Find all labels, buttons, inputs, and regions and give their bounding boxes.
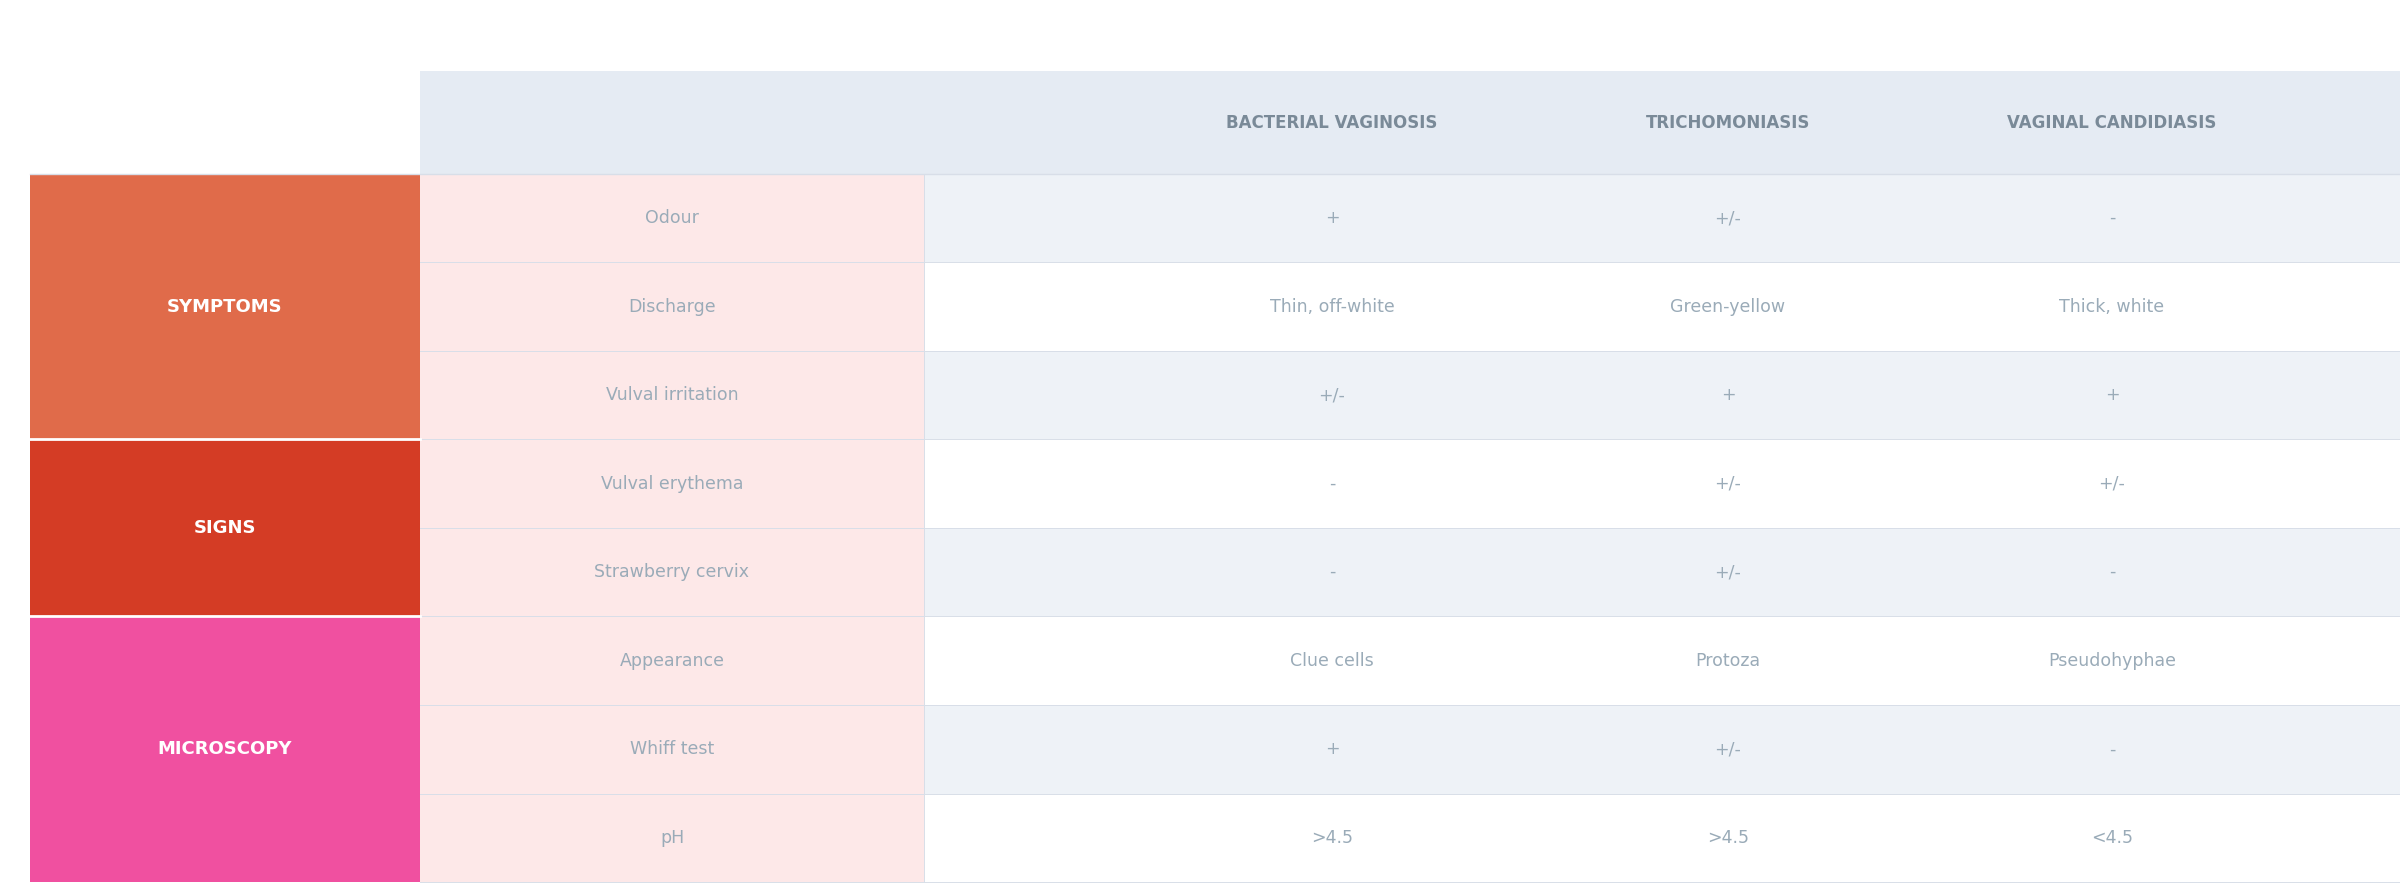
Text: Appearance: Appearance <box>619 651 725 670</box>
Bar <box>420 174 924 262</box>
Text: -: - <box>2110 563 2114 581</box>
Text: -: - <box>2110 740 2114 758</box>
Text: +: + <box>1325 209 1339 227</box>
Text: Whiff test: Whiff test <box>629 740 715 758</box>
Text: >4.5: >4.5 <box>1310 829 1354 846</box>
Text: -: - <box>2110 209 2114 227</box>
Bar <box>420 439 924 527</box>
Text: -: - <box>1330 563 1334 581</box>
Bar <box>420 527 924 617</box>
Text: +: + <box>1325 740 1339 758</box>
Text: Green-yellow: Green-yellow <box>1670 298 1786 315</box>
Bar <box>924 527 2400 617</box>
Text: SYMPTOMS: SYMPTOMS <box>168 298 283 315</box>
Text: Discharge: Discharge <box>629 298 715 315</box>
Bar <box>924 174 2400 262</box>
Text: Pseudohyphae: Pseudohyphae <box>2047 651 2177 670</box>
Text: Strawberry cervix: Strawberry cervix <box>595 563 749 581</box>
Text: Vulval irritation: Vulval irritation <box>605 386 739 405</box>
Text: Odour: Odour <box>646 209 698 227</box>
Bar <box>924 351 2400 439</box>
Bar <box>29 617 420 882</box>
Text: SIGNS: SIGNS <box>194 519 257 537</box>
Text: BACTERIAL VAGINOSIS: BACTERIAL VAGINOSIS <box>1226 113 1438 132</box>
Bar <box>924 794 2400 882</box>
Text: VAGINAL CANDIDIASIS: VAGINAL CANDIDIASIS <box>2006 113 2218 132</box>
Bar <box>924 617 2400 705</box>
Text: +: + <box>2105 386 2119 405</box>
Text: +/-: +/- <box>1714 209 1742 227</box>
Text: +: + <box>1721 386 1735 405</box>
Text: Vulval erythema: Vulval erythema <box>600 475 744 493</box>
Bar <box>420 262 924 351</box>
Bar <box>924 705 2400 794</box>
Text: +/-: +/- <box>2098 475 2126 493</box>
Bar <box>420 351 924 439</box>
Text: +/-: +/- <box>1318 386 1346 405</box>
Text: Protoza: Protoza <box>1694 651 1762 670</box>
Text: MICROSCOPY: MICROSCOPY <box>158 740 293 758</box>
Bar <box>924 71 2400 174</box>
Text: <4.5: <4.5 <box>2090 829 2134 846</box>
Text: Thick, white: Thick, white <box>2059 298 2165 315</box>
Text: -: - <box>1330 475 1334 493</box>
Bar <box>29 439 420 617</box>
Text: +/-: +/- <box>1714 563 1742 581</box>
Bar <box>420 617 924 705</box>
Bar <box>924 439 2400 527</box>
Text: Clue cells: Clue cells <box>1291 651 1373 670</box>
Text: +/-: +/- <box>1714 740 1742 758</box>
Text: Thin, off-white: Thin, off-white <box>1270 298 1394 315</box>
Bar <box>420 794 924 882</box>
Bar <box>924 262 2400 351</box>
Bar <box>29 174 420 439</box>
Text: +/-: +/- <box>1714 475 1742 493</box>
Text: TRICHOMONIASIS: TRICHOMONIASIS <box>1646 113 1810 132</box>
Text: >4.5: >4.5 <box>1706 829 1750 846</box>
Text: pH: pH <box>660 829 684 846</box>
Bar <box>420 705 924 794</box>
Bar <box>420 71 924 174</box>
